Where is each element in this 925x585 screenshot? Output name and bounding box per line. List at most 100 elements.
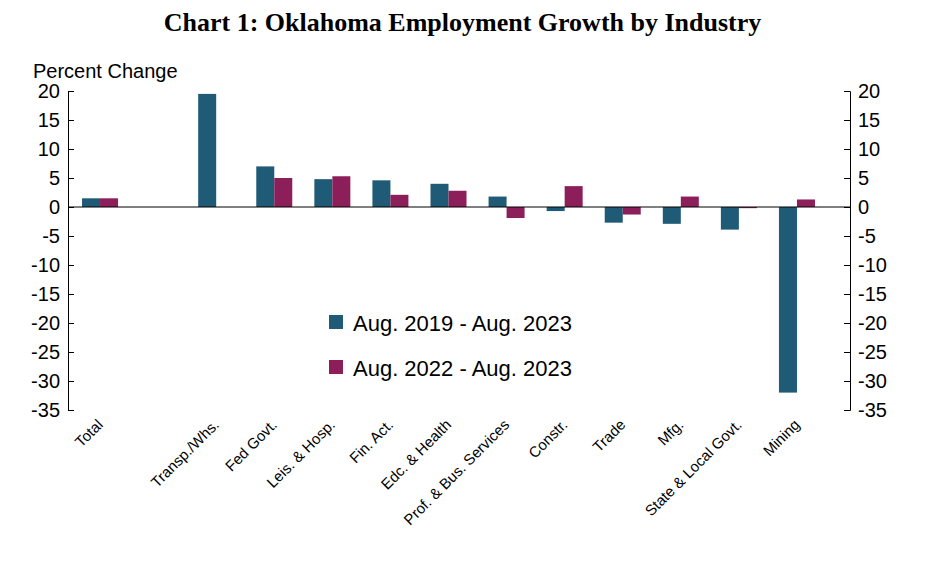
- y-axis-left: -35-30-25-20-15-10-505101520: [31, 80, 74, 421]
- tick-mark: [68, 265, 74, 266]
- tick-label: 15: [38, 109, 60, 131]
- bar: [198, 94, 216, 207]
- tick-mark: [68, 207, 74, 208]
- tick: -30: [31, 370, 74, 392]
- tick: 20: [844, 80, 880, 102]
- tick-label: -30: [31, 370, 60, 392]
- tick-label: -35: [858, 399, 887, 421]
- tick-mark: [844, 178, 850, 179]
- tick: 10: [844, 138, 880, 160]
- tick: Total: [71, 416, 105, 450]
- tick: 5: [844, 167, 869, 189]
- bar: [100, 198, 118, 207]
- tick: -10: [31, 254, 74, 276]
- tick: Mfg.: [654, 416, 687, 449]
- tick-mark: [844, 149, 850, 150]
- tick-mark: [844, 294, 850, 295]
- tick-mark: [844, 381, 850, 382]
- tick-label: 5: [49, 167, 60, 189]
- tick: -10: [844, 254, 887, 276]
- legend-label: Aug. 2022 - Aug. 2023: [353, 356, 572, 381]
- bar: [372, 180, 390, 207]
- bar: [547, 207, 565, 211]
- bar: [332, 176, 350, 207]
- tick-mark: [844, 265, 850, 266]
- tick: Constr.: [525, 416, 571, 462]
- tick: 10: [38, 138, 74, 160]
- tick-label: 10: [858, 138, 880, 160]
- tick-label: Constr.: [525, 416, 571, 462]
- tick: 0: [49, 196, 74, 218]
- tick: Trade: [589, 416, 628, 455]
- bar: [449, 191, 467, 207]
- bar: [507, 207, 525, 218]
- bar: [721, 207, 739, 230]
- title: Chart 1: Oklahoma Employment Growth by I…: [164, 8, 762, 37]
- tick: -35: [844, 399, 887, 421]
- tick-label: -5: [42, 225, 60, 247]
- legend-swatch: [329, 360, 343, 374]
- tick-label: Mining: [760, 416, 803, 459]
- chart: Chart 1: Oklahoma Employment Growth by I…: [0, 0, 925, 585]
- bar: [489, 197, 507, 207]
- tick-mark: [68, 294, 74, 295]
- tick-label: Fed Govt.: [222, 416, 281, 475]
- tick: 5: [49, 167, 74, 189]
- tick: Mining: [760, 416, 803, 459]
- tick-label: 5: [858, 167, 869, 189]
- tick: -20: [31, 312, 74, 334]
- bar: [314, 179, 332, 207]
- tick: -25: [31, 341, 74, 363]
- tick: Fin. Act.: [346, 416, 396, 466]
- tick-mark: [844, 323, 850, 324]
- tick-label: Fin. Act.: [346, 416, 396, 466]
- tick-label: 10: [38, 138, 60, 160]
- tick-label: 20: [38, 80, 60, 102]
- tick-mark: [844, 91, 850, 92]
- tick-label: -10: [858, 254, 887, 276]
- tick-label: 20: [858, 80, 880, 102]
- tick-mark: [68, 120, 74, 121]
- series: [82, 94, 797, 393]
- tick-mark: [844, 120, 850, 121]
- tick: -25: [844, 341, 887, 363]
- tick-label: -15: [858, 283, 887, 305]
- tick-label: -5: [858, 225, 876, 247]
- tick-label: Prof. & Bus. Services: [400, 416, 512, 528]
- tick: 15: [38, 109, 74, 131]
- bar: [681, 197, 699, 207]
- tick: -5: [844, 225, 876, 247]
- tick-mark: [844, 236, 850, 237]
- tick: 15: [844, 109, 880, 131]
- bar: [663, 207, 681, 224]
- tick: -15: [844, 283, 887, 305]
- tick-label: -20: [31, 312, 60, 334]
- tick-mark: [68, 178, 74, 179]
- tick-label: Trade: [589, 416, 628, 455]
- tick-label: 0: [49, 196, 60, 218]
- tick: Transp./Whs.: [147, 416, 222, 491]
- tick-label: -10: [31, 254, 60, 276]
- bar: [256, 166, 274, 207]
- tick: -30: [844, 370, 887, 392]
- tick-label: Mfg.: [654, 416, 687, 449]
- tick-label: -20: [858, 312, 887, 334]
- bar: [605, 207, 623, 223]
- tick-label: 0: [858, 196, 869, 218]
- tick: -20: [844, 312, 887, 334]
- legend-swatch: [329, 315, 343, 329]
- legend-label: Aug. 2019 - Aug. 2023: [353, 311, 572, 336]
- tick-mark: [68, 323, 74, 324]
- tick: 0: [844, 196, 869, 218]
- tick-mark: [68, 352, 74, 353]
- x-axis: TotalTransp./Whs.Fed Govt.Leis. & Hosp.F…: [71, 416, 802, 528]
- bar: [274, 178, 292, 207]
- legend: Aug. 2019 - Aug. 2023 Aug. 2022 - Aug. 20…: [329, 311, 572, 381]
- bars: [82, 94, 815, 393]
- tick: 20: [38, 80, 74, 102]
- tick: State & Local Govt.: [641, 416, 744, 519]
- tick: Fed Govt.: [222, 416, 281, 475]
- tick-label: -35: [31, 399, 60, 421]
- y-axis-title: Percent Change: [33, 60, 178, 82]
- tick-mark: [844, 207, 850, 208]
